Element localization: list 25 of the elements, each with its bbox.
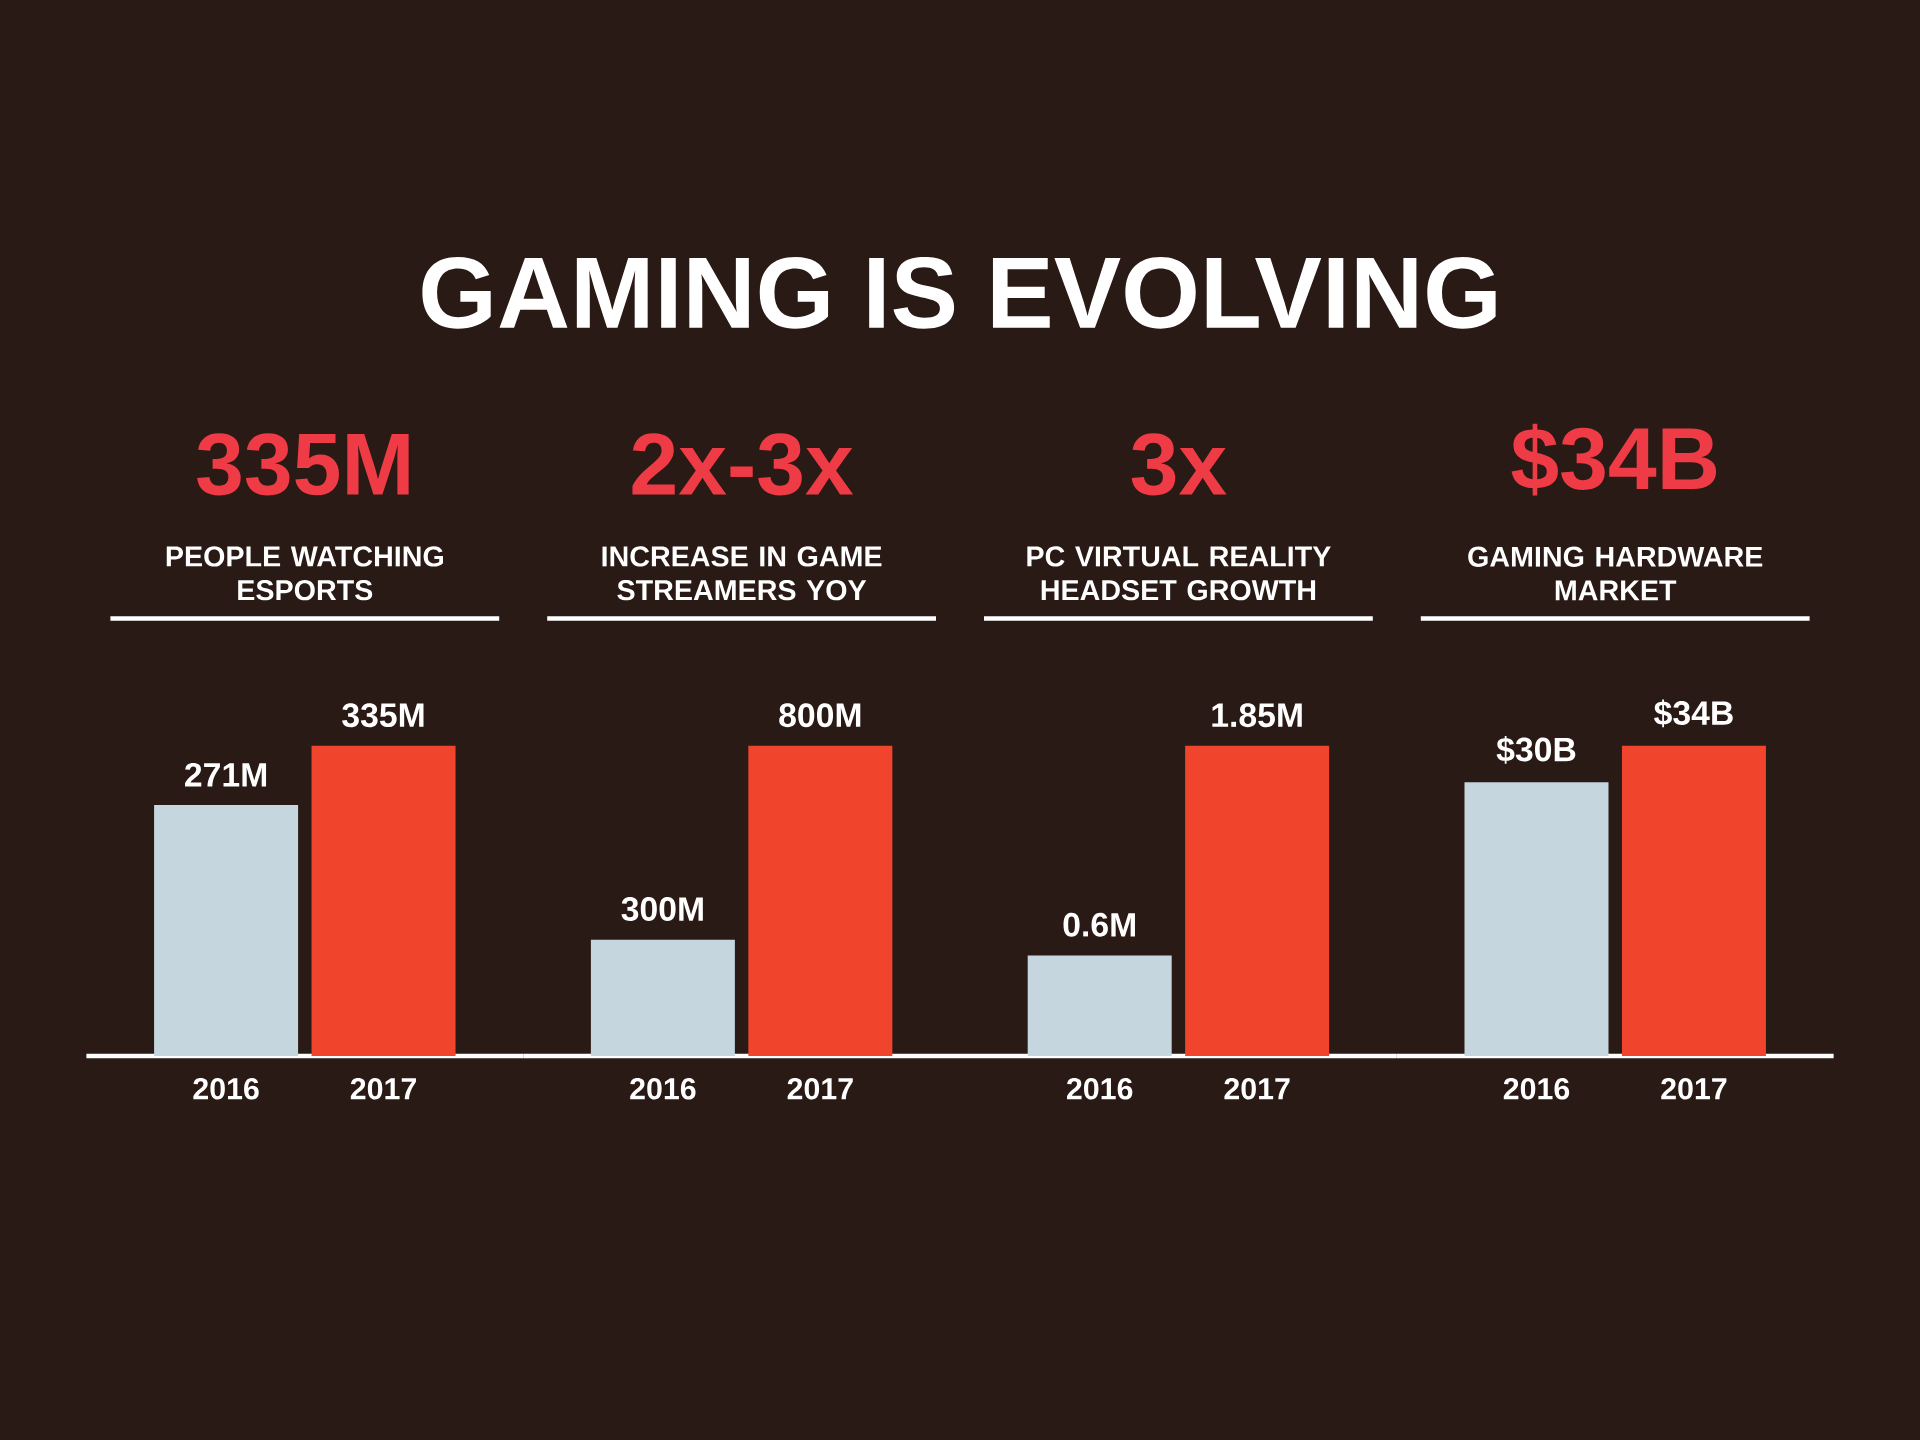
x-tick-label: 2017 bbox=[1661, 1078, 1727, 1100]
x-tick-label: 2016 bbox=[630, 1078, 696, 1100]
chart-subtitle: GAMING HARDWARE MARKET bbox=[1468, 546, 1763, 601]
chart-subtitle: PEOPLE WATCHING ESPORTS bbox=[166, 546, 443, 601]
data-label: 300M bbox=[621, 897, 703, 922]
data-label: 0.6M bbox=[1063, 912, 1135, 937]
x-tick-label: 2016 bbox=[193, 1078, 259, 1100]
chart-title: 335M bbox=[197, 433, 409, 496]
chart-title: 2x-3x bbox=[632, 433, 854, 496]
chart-title: $34B bbox=[1511, 423, 1717, 496]
x-tick-label: 2016 bbox=[1503, 1078, 1570, 1100]
chart-subtitle: INCREASE IN GAME STREAMERS YOY bbox=[602, 546, 882, 601]
x-tick-label: 2017 bbox=[787, 1078, 853, 1100]
data-label: $30B bbox=[1496, 736, 1576, 764]
data-label: 800M bbox=[779, 703, 861, 728]
chart-subtitle: PC VIRTUAL REALITY HEADSET GROWTH bbox=[1027, 546, 1331, 601]
data-label: 1.85M bbox=[1212, 703, 1302, 728]
data-label: 271M bbox=[185, 762, 267, 787]
x-tick-label: 2017 bbox=[350, 1078, 416, 1100]
chart-title: 3x bbox=[1131, 433, 1227, 496]
x-tick-label: 2016 bbox=[1066, 1078, 1133, 1100]
x-tick-label: 2017 bbox=[1224, 1078, 1290, 1100]
text: GAMING IS EVOLVING bbox=[422, 256, 1496, 329]
data-label: $34B bbox=[1654, 699, 1733, 728]
data-label: 335M bbox=[342, 703, 424, 728]
